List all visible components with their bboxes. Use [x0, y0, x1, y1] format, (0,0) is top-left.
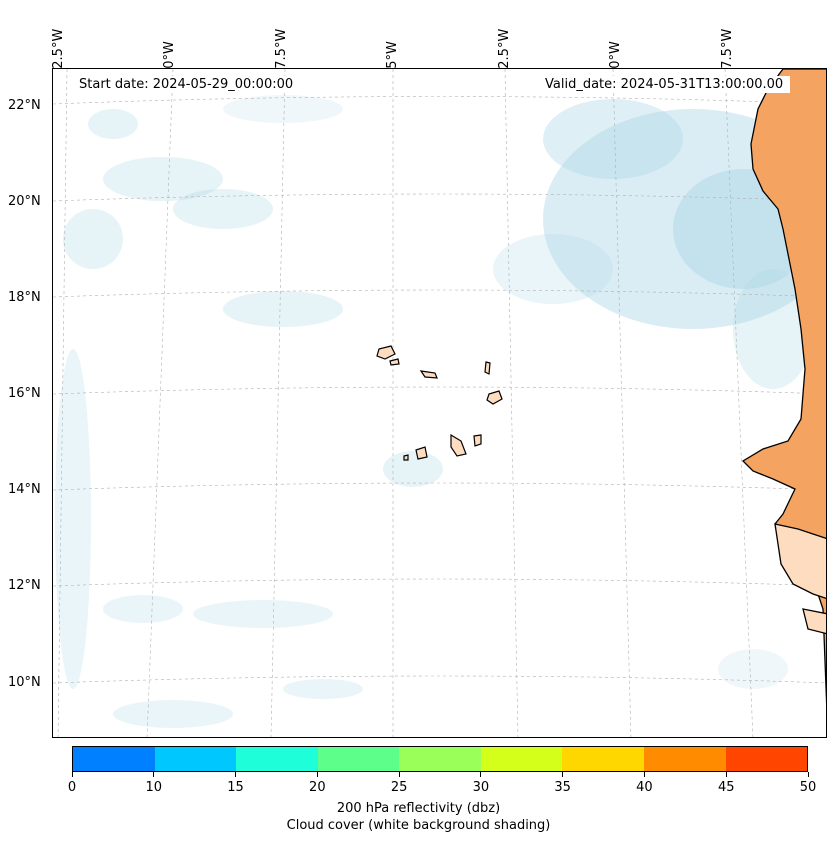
- lat-label-20n: 20°N: [8, 194, 41, 209]
- colorbar-tick: [316, 772, 318, 777]
- colorbar-tick-label: 30: [472, 780, 490, 795]
- colorbar-tick-label: 0: [67, 780, 77, 795]
- colorbar-tick: [71, 772, 73, 777]
- colorbar-segment: [154, 747, 237, 771]
- colorbar-segment: [725, 747, 808, 771]
- colorbar-sublabel: Cloud cover (white background shading): [286, 818, 551, 833]
- colorbar-tick: [725, 772, 727, 777]
- colorbar-tick-label: 10: [145, 780, 163, 795]
- colorbar-segment: [317, 747, 400, 771]
- colorbar-tick-label: 35: [554, 780, 571, 795]
- graticule: [53, 69, 826, 737]
- africa-land-lower: [774, 523, 826, 635]
- colorbar-tick: [643, 772, 645, 777]
- colorbar-tick-label: 50: [799, 780, 817, 795]
- start-date-label: Start date: 2024-05-29_00:00:00: [72, 76, 301, 93]
- colorbar-segment: [562, 747, 644, 771]
- cloud-cover-shading: [55, 95, 826, 728]
- colorbar-tick: [480, 772, 482, 777]
- lat-label-22n: 22°N: [8, 98, 41, 113]
- colorbar-segment: [73, 747, 155, 771]
- lat-label-18n: 18°N: [8, 290, 41, 305]
- colorbar-tick-label: 40: [636, 780, 653, 795]
- lat-label-16n: 16°N: [8, 386, 41, 401]
- colorbar-segment: [236, 747, 318, 771]
- colorbar-tick: [235, 772, 237, 777]
- colorbar-segment: [480, 747, 563, 771]
- cape-verde-islands: [376, 345, 503, 461]
- colorbar: [72, 746, 808, 772]
- colorbar-label: 200 hPa reflectivity (dbz): [336, 801, 501, 816]
- colorbar-tick-label: 15: [227, 780, 244, 795]
- map-canvas: [53, 69, 826, 737]
- lat-label-14n: 14°N: [8, 482, 41, 497]
- colorbar-segment: [399, 747, 481, 771]
- lat-label-10n: 10°N: [8, 675, 41, 690]
- lat-label-12n: 12°N: [8, 578, 41, 593]
- colorbar-tick: [153, 772, 155, 777]
- colorbar-tick: [807, 772, 809, 777]
- colorbar-segment: [643, 747, 726, 771]
- colorbar-tick: [398, 772, 400, 777]
- colorbar-tick: [562, 772, 564, 777]
- map-panel: [52, 68, 827, 738]
- africa-land: [741, 69, 826, 704]
- colorbar-tick-label: 45: [717, 780, 735, 795]
- valid-date-label: Valid_date: 2024-05-31T13:00:00.00: [538, 76, 791, 93]
- colorbar-tick-label: 25: [390, 780, 408, 795]
- colorbar-tick-label: 20: [309, 780, 326, 795]
